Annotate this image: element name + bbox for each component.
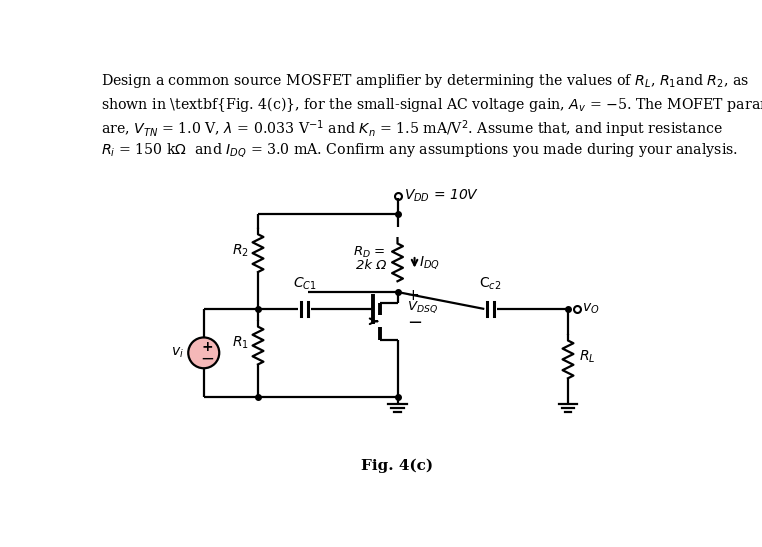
Text: shown in \textbf{Fig. 4(c)}, for the small-signal AC voltage gain, $A_v$ = $-$5.: shown in \textbf{Fig. 4(c)}, for the sma… <box>101 95 762 114</box>
Text: $R_L$: $R_L$ <box>579 348 595 365</box>
Text: $v_O$: $v_O$ <box>582 302 600 316</box>
Text: Design a common source MOSFET amplifier by determining the values of $R_L$, $R_1: Design a common source MOSFET amplifier … <box>101 72 750 90</box>
Text: $I_{DQ}$: $I_{DQ}$ <box>419 254 440 271</box>
Text: −: − <box>200 350 214 368</box>
Text: +: + <box>201 340 213 354</box>
Text: $V_{DD}$ = 10V: $V_{DD}$ = 10V <box>404 188 479 204</box>
Text: $V_{DSQ}$: $V_{DSQ}$ <box>407 300 438 315</box>
Text: $R_D$ =: $R_D$ = <box>354 245 386 259</box>
Text: −: − <box>407 314 422 332</box>
Text: Fig. 4(c): Fig. 4(c) <box>361 459 434 473</box>
Text: $R_2$: $R_2$ <box>232 242 248 259</box>
Circle shape <box>188 337 219 368</box>
Text: $v_i$: $v_i$ <box>171 346 184 360</box>
Text: $C_{C1}$: $C_{C1}$ <box>293 276 316 292</box>
Text: 2k Ω: 2k Ω <box>356 259 386 272</box>
Text: +: + <box>407 288 420 302</box>
Text: C$_{c2}$: C$_{c2}$ <box>479 276 501 292</box>
Text: are, $V_{TN}$ = 1.0 V, $\lambda$ = 0.033 V$^{-1}$ and $K_n$ = 1.5 mA/V$^2$. Assu: are, $V_{TN}$ = 1.0 V, $\lambda$ = 0.033… <box>101 118 723 139</box>
Text: $R_1$: $R_1$ <box>232 335 248 351</box>
Text: $R_i$ = 150 k$\Omega$  and $I_{DQ}$ = 3.0 mA. Confirm any assumptions you made d: $R_i$ = 150 k$\Omega$ and $I_{DQ}$ = 3.0… <box>101 141 738 159</box>
